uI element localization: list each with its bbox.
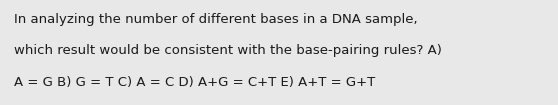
Text: In analyzing the number of different bases in a DNA sample,: In analyzing the number of different bas… <box>14 13 417 26</box>
Text: which result would be consistent with the base-pairing rules? A): which result would be consistent with th… <box>14 44 442 57</box>
Text: A = G B) G = T C) A = C D) A+G = C+T E) A+T = G+T: A = G B) G = T C) A = C D) A+G = C+T E) … <box>14 76 375 89</box>
